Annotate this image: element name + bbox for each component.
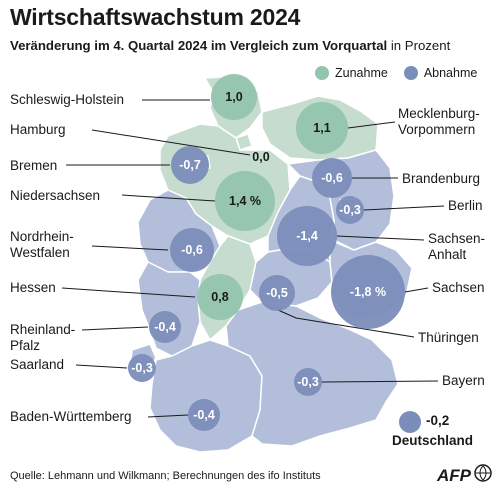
subtitle-unit: in Prozent [387, 38, 451, 53]
value-thueringen: -0,5 [266, 286, 288, 300]
label-saarland: Saarland [10, 357, 65, 372]
germany-label: Deutschland [392, 433, 474, 448]
bubble-15 [294, 368, 322, 396]
leader-line-14 [277, 309, 415, 338]
germany-bubble [399, 411, 421, 433]
bubble-8 [188, 399, 220, 431]
bubble-5 [197, 274, 243, 320]
leader-line-5 [61, 287, 196, 298]
subtitle-main: Veränderung im 4. Quartal 2024 im Vergle… [10, 38, 388, 53]
legend-decrease-label: Abnahme [423, 66, 478, 80]
value-niedersachsen: 1,4 % [229, 194, 261, 208]
value-saarland: -0,3 [131, 361, 153, 375]
leader-line-3 [121, 194, 216, 202]
value-sachsen: -1,8 % [349, 285, 387, 299]
value-bremen: -0,7 [179, 158, 201, 172]
legend-increase-label: Zunahme [335, 66, 388, 80]
legend-item-decrease: Abnahme [403, 66, 478, 80]
value-rheinland-pfalz: -0,4 [154, 320, 176, 334]
leader-line-9 [347, 121, 396, 129]
bubble-11 [336, 196, 364, 224]
chart-subtitle: Veränderung im 4. Quartal 2024 im Vergle… [10, 38, 450, 53]
source-note: Quelle: Lehmann und Wilkmann; Berechnung… [10, 470, 321, 482]
leader-line-13 [404, 287, 429, 293]
value-brandenburg: -0,6 [321, 171, 343, 185]
value-berlin: -0,3 [339, 203, 361, 217]
leader-line-4 [91, 245, 169, 251]
label-niedersachsen: Niedersachsen [10, 188, 101, 203]
value-baden-wuerttemberg: -0,4 [193, 408, 215, 422]
label-baden-wuerttemberg: Baden-Württemberg [10, 409, 132, 424]
value-hamburg: 0,0 [252, 150, 270, 164]
leader-line-11 [363, 205, 445, 211]
leader-line-1 [91, 129, 251, 156]
legend-decrease-swatch [403, 66, 418, 80]
leader-line-8 [147, 414, 189, 418]
value-bayern: -0,3 [297, 375, 319, 389]
leader-line-7 [75, 364, 128, 369]
bubble-9 [296, 102, 348, 154]
label-rheinland-pfalz: Rheinland- Pfalz [10, 322, 76, 353]
value-schleswig-holstein: 1,0 [225, 90, 243, 104]
label-bremen: Bremen [10, 158, 58, 173]
label-bayern: Bayern [442, 373, 485, 388]
label-berlin: Berlin [448, 198, 483, 213]
region-baden-wuerttemberg [149, 339, 263, 453]
bubble-10 [312, 158, 352, 198]
label-sachsen: Sachsen [432, 280, 485, 295]
bubble-2 [171, 146, 209, 184]
bubble-7 [128, 354, 156, 382]
label-sachsen-anhalt: Sachsen- Anhalt [428, 231, 486, 262]
bubble-3 [215, 171, 275, 231]
chart-title: Wirtschaftswachstum 2024 [10, 4, 301, 30]
label-mecklenburg-vorpommern: Mecklenburg- Vorpommern [398, 106, 480, 137]
agency-credit: AFP [437, 466, 471, 485]
bubble-0 [211, 74, 257, 120]
bubble-14 [259, 275, 295, 311]
value-hessen: 0,8 [211, 290, 229, 304]
label-hamburg: Hamburg [10, 122, 66, 137]
legend-increase-swatch [315, 66, 329, 80]
value-mecklenburg-vorpommern: 1,1 [313, 121, 331, 135]
germany-value: -0,2 [426, 413, 450, 428]
value-sachsen-anhalt: -1,4 [296, 229, 318, 243]
bubble-13 [331, 255, 405, 329]
leader-line-12 [336, 235, 425, 241]
legend: Zunahme Abnahme [315, 66, 493, 80]
label-nordrhein-westfalen: Nordrhein- Westfalen [10, 229, 74, 260]
leader-line-15 [321, 380, 439, 383]
bubble-12 [277, 206, 337, 266]
leader-line-6 [81, 326, 149, 331]
bubble-6 [149, 311, 181, 343]
label-thueringen: Thüringen [418, 330, 479, 345]
bubble-4 [170, 228, 214, 272]
afp-logo-icon [474, 464, 492, 482]
label-schleswig-holstein: Schleswig-Holstein [10, 92, 125, 107]
value-nordrhein-westfalen: -0,6 [181, 243, 203, 257]
label-brandenburg: Brandenburg [402, 171, 481, 186]
legend-item-increase: Zunahme [315, 66, 388, 80]
label-hessen: Hessen [10, 280, 56, 295]
